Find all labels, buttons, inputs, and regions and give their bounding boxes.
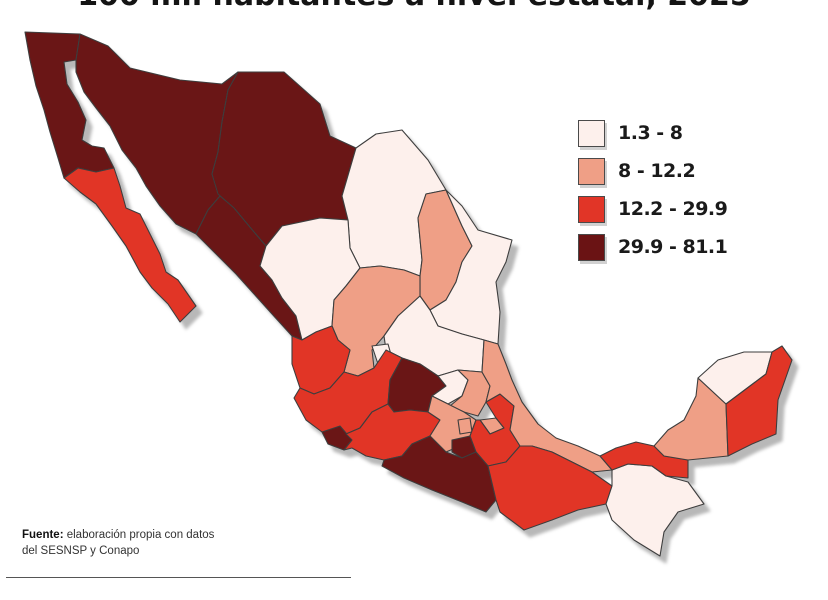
- divider: [6, 577, 351, 578]
- legend-swatch: [578, 195, 605, 223]
- state-tabasco: [599, 441, 689, 479]
- state-chiapas: [605, 463, 705, 557]
- state-baja-california-sur: [63, 167, 197, 323]
- state-quintana-roo: [725, 345, 793, 457]
- source-line1: elaboración propia con datos: [66, 529, 215, 541]
- state-ciudad-de-mexico: [457, 417, 473, 435]
- legend-swatch: [578, 157, 605, 185]
- legend-item: 12.2 - 29.9: [578, 190, 728, 228]
- source-note: Fuente: elaboración propia con datos del…: [22, 527, 214, 559]
- legend: 1.3 - 8 8 - 12.2 12.2 - 29.9 29.9 - 81.1: [578, 114, 728, 266]
- source-line2: del SESNSP y Conapo: [22, 545, 140, 557]
- legend-label: 12.2 - 29.9: [618, 198, 728, 220]
- legend-item: 1.3 - 8: [578, 114, 727, 152]
- legend-label: 29.9 - 81.1: [618, 236, 728, 258]
- legend-swatch: [578, 119, 605, 147]
- map-title: 100 mil habitantes a nivel estatal, 2025: [0, 0, 828, 13]
- legend-swatch: [578, 233, 605, 261]
- legend-label: 8 - 12.2: [618, 160, 696, 182]
- source-label: Fuente:: [22, 529, 64, 541]
- legend-item: 8 - 12.2: [578, 152, 727, 190]
- legend-label: 1.3 - 8: [618, 122, 683, 144]
- state-baja-california: [24, 31, 115, 179]
- legend-item: 29.9 - 81.1: [578, 228, 728, 266]
